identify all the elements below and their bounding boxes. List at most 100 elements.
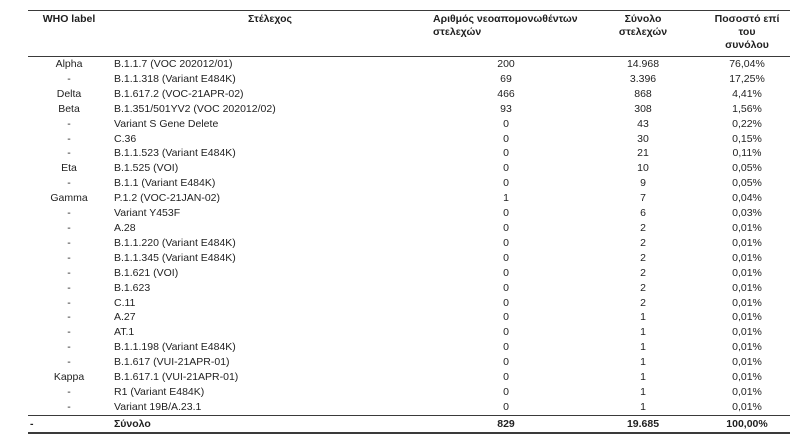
cell-percentage: 0,03%: [732, 207, 762, 220]
table-row: - R1 (Variant E484K) 0 1 0,01%: [28, 385, 790, 400]
col-header-percentage-line2: συνόλου: [725, 39, 769, 51]
cell-who-label: -: [67, 266, 71, 279]
cell-percentage: 0,22%: [732, 117, 762, 130]
cell-total-strains: 1: [640, 341, 646, 354]
col-header-who-label: WHO label: [42, 13, 96, 25]
cell-percentage: 4,41%: [732, 87, 762, 100]
cell-who-label: -: [67, 281, 71, 294]
cell-percentage: 0,01%: [732, 326, 762, 339]
cell-new-isolates: 69: [500, 72, 512, 85]
cell-percentage: 0,01%: [732, 236, 762, 249]
cell-who-label: -: [67, 251, 71, 264]
cell-strain: B.1.1 (Variant E484K): [114, 177, 216, 190]
cell-who-label: Delta: [56, 87, 82, 100]
cell-who-label: -: [67, 356, 71, 369]
col-header-total-strains: Σύνολο στελεχών: [582, 11, 704, 57]
cell-total-strains: 1: [640, 400, 646, 413]
table-row: Alpha B.1.1.7 (VOC 202012/01) 200 14.968…: [28, 57, 790, 72]
table-row: Eta B.1.525 (VOI) 0 10 0,05%: [28, 161, 790, 176]
cell-percentage: 0,15%: [732, 132, 762, 145]
cell-percentage: 0,01%: [732, 400, 762, 413]
table-row: Beta B.1.351/501YV2 (VOC 202012/02) 93 3…: [28, 102, 790, 117]
cell-percentage: 0,01%: [732, 281, 762, 294]
cell-percentage: 0,05%: [732, 177, 762, 190]
cell-who-label: Eta: [61, 162, 77, 175]
cell-total-strains: 1: [640, 356, 646, 369]
table-row: - Variant Y453F 0 6 0,03%: [28, 206, 790, 221]
cell-total-strains: 14.968: [626, 58, 660, 70]
cell-percentage: 0,01%: [732, 341, 762, 354]
cell-strain: AT.1: [114, 326, 135, 339]
cell-who-label: -: [67, 311, 71, 324]
cell-who-label: -: [67, 117, 71, 130]
cell-new-isolates: 0: [503, 311, 509, 324]
total-cell-who-label: -: [30, 417, 34, 430]
total-cell-total-strains: 19.685: [626, 417, 660, 430]
table-row: - Variant 19B/A.23.1 0 1 0,01%: [28, 400, 790, 415]
cell-new-isolates: 0: [503, 400, 509, 413]
cell-percentage: 0,11%: [732, 147, 762, 160]
cell-total-strains: 1: [640, 371, 646, 384]
cell-total-strains: 9: [640, 177, 646, 190]
cell-new-isolates: 0: [503, 281, 509, 294]
cell-who-label: -: [67, 132, 71, 145]
table-row: - Variant S Gene Delete 0 43 0,22%: [28, 117, 790, 132]
table-row: - A.27 0 1 0,01%: [28, 310, 790, 325]
cell-percentage: 17,25%: [729, 72, 765, 85]
cell-total-strains: 308: [634, 102, 652, 115]
cell-strain: Variant Y453F: [114, 207, 181, 220]
table-row: - B.1.617 (VUI-21APR-01) 0 1 0,01%: [28, 355, 790, 370]
cell-total-strains: 30: [637, 132, 649, 145]
cell-percentage: 0,01%: [732, 296, 762, 309]
cell-strain: B.1.617 (VUI-21APR-01): [114, 356, 230, 369]
cell-who-label: -: [67, 221, 71, 234]
table-row: - B.1.1.198 (Variant E484K) 0 1 0,01%: [28, 340, 790, 355]
cell-total-strains: 2: [640, 221, 646, 234]
cell-strain: B.1.1.198 (Variant E484K): [114, 341, 236, 354]
cell-new-isolates: 0: [503, 341, 509, 354]
cell-total-strains: 2: [640, 266, 646, 279]
table-row: - B.1.621 (VOI) 0 2 0,01%: [28, 266, 790, 281]
table-row: - AT.1 0 1 0,01%: [28, 325, 790, 340]
cell-strain: B.1.1.345 (Variant E484K): [114, 251, 236, 264]
total-cell-new-isolates: 829: [497, 417, 515, 430]
cell-total-strains: 2: [640, 236, 646, 249]
table-row: - B.1.1 (Variant E484K) 0 9 0,05%: [28, 176, 790, 191]
cell-strain: B.1.1.318 (Variant E484K): [114, 72, 236, 85]
cell-total-strains: 2: [640, 281, 646, 294]
cell-percentage: 0,01%: [732, 385, 762, 398]
cell-strain: B.1.525 (VOI): [114, 162, 179, 175]
cell-percentage: 1,56%: [732, 102, 762, 115]
cell-strain: Variant S Gene Delete: [114, 117, 219, 130]
cell-total-strains: 43: [637, 117, 649, 130]
cell-new-isolates: 0: [503, 385, 509, 398]
cell-new-isolates: 0: [503, 356, 509, 369]
cell-total-strains: 7: [640, 192, 646, 205]
cell-strain: B.1.621 (VOI): [114, 266, 179, 279]
cell-new-isolates: 93: [500, 102, 512, 115]
cell-who-label: Alpha: [55, 58, 83, 70]
cell-new-isolates: 0: [503, 266, 509, 279]
total-row: - Σύνολο 829 19.685 100,00%: [28, 415, 790, 434]
cell-new-isolates: 0: [503, 371, 509, 384]
col-header-percentage-line1: Ποσοστό επί του: [714, 13, 780, 38]
table-row: - B.1.1.523 (Variant E484K) 0 21 0,11%: [28, 146, 790, 161]
cell-new-isolates: 0: [503, 147, 509, 160]
cell-strain: B.1.1.7 (VOC 202012/01): [114, 58, 233, 70]
cell-percentage: 0,05%: [732, 162, 762, 175]
table-row: Kappa B.1.617.1 (VUI-21APR-01) 0 1 0,01%: [28, 370, 790, 385]
cell-total-strains: 2: [640, 296, 646, 309]
cell-who-label: -: [67, 385, 71, 398]
cell-percentage: 0,01%: [732, 266, 762, 279]
cell-new-isolates: 0: [503, 326, 509, 339]
cell-who-label: Kappa: [53, 371, 85, 384]
cell-strain: A.28: [114, 221, 136, 234]
cell-total-strains: 1: [640, 311, 646, 324]
cell-new-isolates: 0: [503, 221, 509, 234]
cell-who-label: -: [67, 341, 71, 354]
cell-strain: B.1.1.523 (Variant E484K): [114, 147, 236, 160]
cell-strain: C.36: [114, 132, 137, 145]
table-row: - B.1.623 0 2 0,01%: [28, 281, 790, 296]
cell-who-label: -: [67, 326, 71, 339]
